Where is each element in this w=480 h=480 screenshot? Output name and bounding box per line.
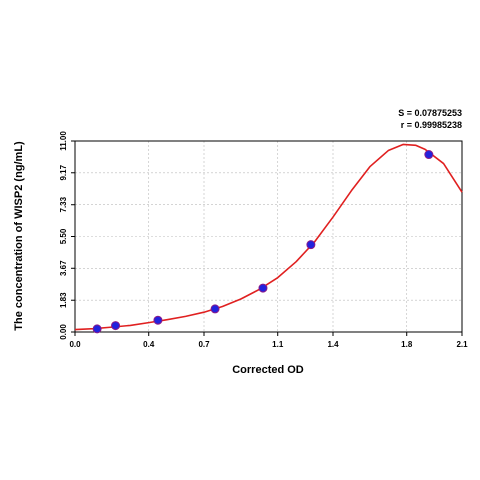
data-point: [111, 321, 121, 331]
r-statistic: r = 0.99985238: [401, 120, 462, 130]
x-tick-label: 0.0: [69, 340, 81, 349]
y-tick-label: 7.33: [59, 196, 68, 212]
data-point: [153, 315, 163, 325]
x-tick-label: 0.7: [198, 340, 210, 349]
fit-curve: [74, 143, 463, 331]
s-statistic: S = 0.07875253: [398, 108, 462, 118]
data-point: [424, 150, 434, 160]
y-tick-label: 0.00: [59, 324, 68, 340]
y-tick-label: 5.50: [59, 228, 68, 244]
x-axis-title: Corrected OD: [232, 364, 304, 376]
y-axis-ticks: 0.00 1.83 3.67 5.50 7.33 9.17 11.00: [59, 131, 75, 340]
data-points: [92, 150, 434, 334]
x-tick-label: 0.4: [143, 340, 155, 349]
grid: [75, 141, 462, 332]
x-tick-label: 2.1: [456, 340, 468, 349]
data-point: [258, 283, 268, 293]
y-tick-label: 3.67: [59, 260, 68, 276]
y-tick-label: 9.17: [59, 164, 68, 180]
y-axis-title: The concentration of WISP2 (ng/mL): [13, 141, 25, 331]
fit-curve-layer: [74, 143, 463, 331]
x-tick-label: 1.4: [327, 340, 339, 349]
data-point: [210, 304, 220, 314]
y-tick-label: 1.83: [59, 292, 68, 308]
data-point: [306, 240, 316, 250]
y-tick-label: 11.00: [59, 131, 68, 151]
x-axis-ticks: 0.0 0.4 0.7 1.1 1.4 1.8 2.1: [69, 332, 468, 349]
x-tick-label: 1.1: [272, 340, 284, 349]
x-tick-label: 1.8: [401, 340, 413, 349]
data-point: [92, 324, 102, 334]
